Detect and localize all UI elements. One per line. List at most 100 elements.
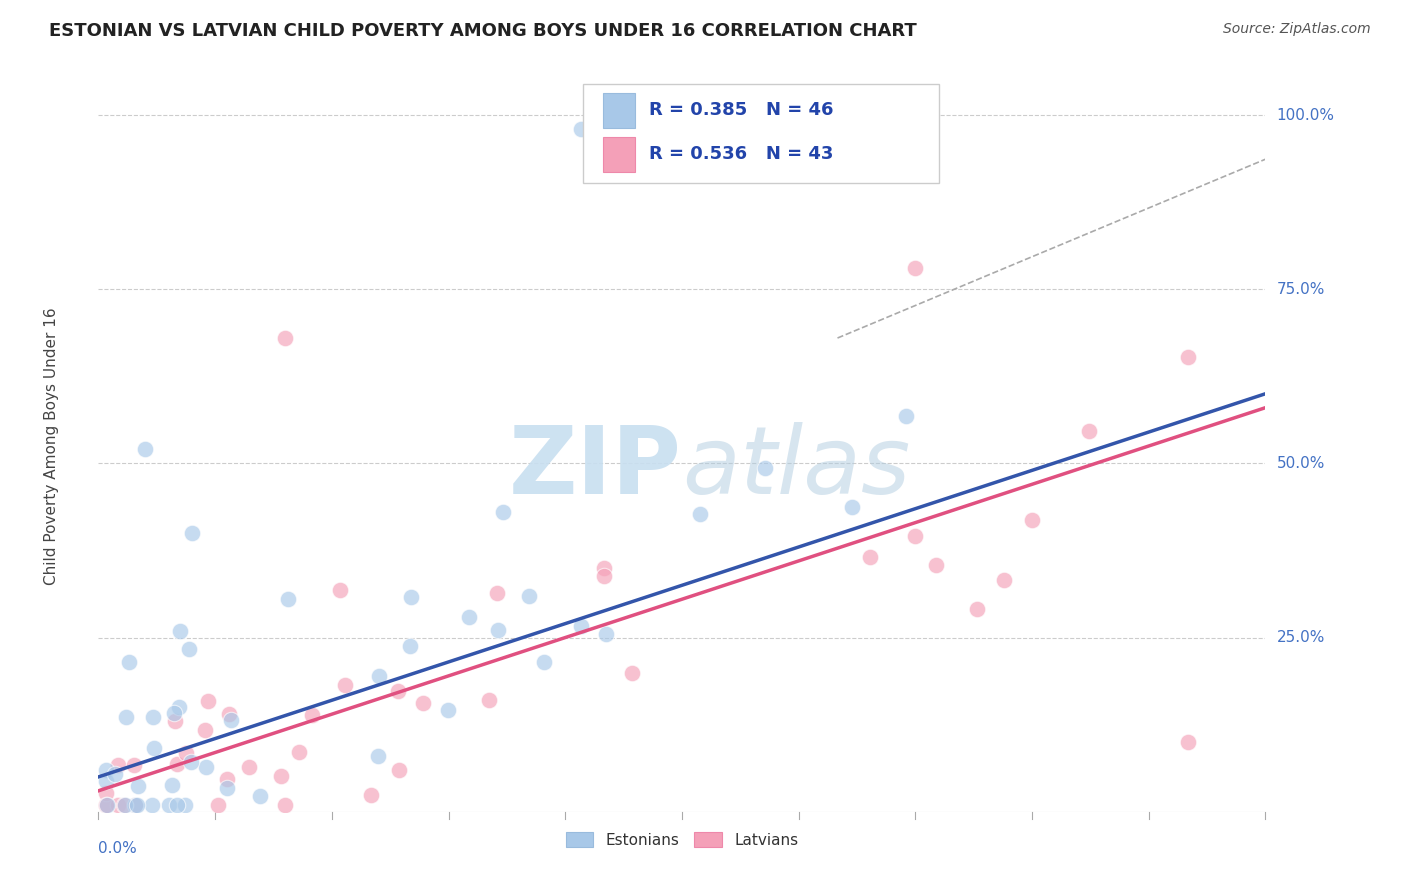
Point [287, 745, 309, 759]
Point [1177, 350, 1199, 364]
Point [180, 526, 202, 541]
Point [593, 569, 616, 583]
Text: 25.0%: 25.0% [1277, 630, 1324, 645]
Point [1021, 513, 1043, 527]
Text: R = 0.536   N = 43: R = 0.536 N = 43 [650, 145, 834, 163]
FancyBboxPatch shape [603, 136, 636, 171]
Point [160, 778, 183, 792]
Point [197, 693, 219, 707]
Point [238, 759, 260, 773]
Text: 50.0%: 50.0% [1277, 456, 1324, 471]
Point [163, 706, 186, 720]
Point [754, 461, 776, 475]
Point [841, 500, 863, 515]
Point [107, 797, 129, 812]
Point [399, 591, 422, 605]
Point [533, 656, 555, 670]
Legend: Estonians, Latvians: Estonians, Latvians [558, 824, 806, 855]
Point [925, 558, 948, 573]
Point [114, 797, 136, 812]
Text: 0.0%: 0.0% [98, 841, 138, 856]
Point [96, 797, 118, 812]
Point [486, 623, 509, 637]
Point [104, 767, 127, 781]
Point [127, 797, 149, 812]
Point [595, 626, 617, 640]
Point [169, 624, 191, 638]
Point [141, 797, 163, 812]
Point [174, 797, 197, 812]
Point [118, 655, 141, 669]
Point [689, 507, 711, 521]
Point [1177, 735, 1199, 749]
Point [169, 700, 191, 714]
Point [1077, 424, 1099, 438]
Point [437, 703, 460, 717]
Text: ZIP: ZIP [509, 422, 682, 514]
Point [124, 797, 146, 812]
Point [858, 550, 880, 565]
Point [143, 741, 166, 756]
Point [96, 773, 118, 788]
Point [270, 769, 292, 783]
Point [127, 779, 149, 793]
Point [277, 591, 299, 606]
Point [174, 746, 197, 760]
FancyBboxPatch shape [582, 84, 939, 183]
Point [478, 692, 501, 706]
Point [274, 797, 297, 812]
Point [157, 797, 180, 812]
Point [114, 797, 136, 812]
Point [966, 602, 988, 616]
Point [115, 710, 138, 724]
Point [124, 797, 146, 812]
Point [219, 713, 242, 727]
Point [96, 797, 118, 812]
Point [328, 582, 350, 597]
Point [398, 639, 420, 653]
Point [218, 706, 240, 721]
Text: ESTONIAN VS LATVIAN CHILD POVERTY AMONG BOYS UNDER 16 CORRELATION CHART: ESTONIAN VS LATVIAN CHILD POVERTY AMONG … [49, 22, 917, 40]
Point [492, 505, 515, 519]
Point [569, 122, 592, 136]
Point [180, 756, 202, 770]
Point [904, 261, 927, 276]
Text: Source: ZipAtlas.com: Source: ZipAtlas.com [1223, 22, 1371, 37]
Point [249, 789, 271, 804]
Point [569, 619, 592, 633]
Point [134, 442, 156, 457]
Point [122, 757, 145, 772]
Point [335, 677, 357, 691]
Text: 75.0%: 75.0% [1277, 282, 1324, 297]
Point [360, 788, 382, 802]
Point [457, 610, 479, 624]
Point [301, 707, 323, 722]
Point [96, 787, 118, 801]
Point [274, 331, 297, 345]
Point [593, 561, 616, 575]
Point [894, 409, 917, 423]
Text: R = 0.385   N = 46: R = 0.385 N = 46 [650, 102, 834, 120]
Point [620, 666, 643, 681]
Point [142, 709, 165, 723]
Point [177, 641, 200, 656]
Point [388, 764, 411, 778]
Point [904, 529, 927, 543]
Point [107, 757, 129, 772]
Point [485, 586, 508, 600]
Text: 100.0%: 100.0% [1277, 108, 1334, 122]
FancyBboxPatch shape [603, 93, 636, 128]
Point [96, 763, 118, 777]
Point [367, 669, 389, 683]
Text: Child Poverty Among Boys Under 16: Child Poverty Among Boys Under 16 [44, 307, 59, 585]
Point [207, 797, 229, 812]
Point [412, 696, 434, 710]
Point [387, 684, 409, 698]
Point [166, 756, 188, 771]
Point [517, 589, 540, 603]
Point [163, 714, 186, 729]
Point [367, 748, 389, 763]
Point [194, 723, 217, 737]
Point [215, 772, 238, 786]
Point [96, 797, 118, 812]
